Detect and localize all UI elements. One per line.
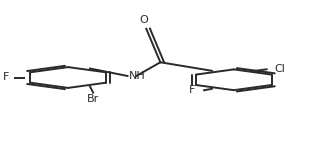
Text: Br: Br <box>87 94 99 104</box>
Text: F: F <box>189 85 195 95</box>
Text: F: F <box>2 73 9 82</box>
Text: O: O <box>139 15 148 25</box>
Text: Cl: Cl <box>274 64 285 74</box>
Text: NH: NH <box>129 71 146 81</box>
